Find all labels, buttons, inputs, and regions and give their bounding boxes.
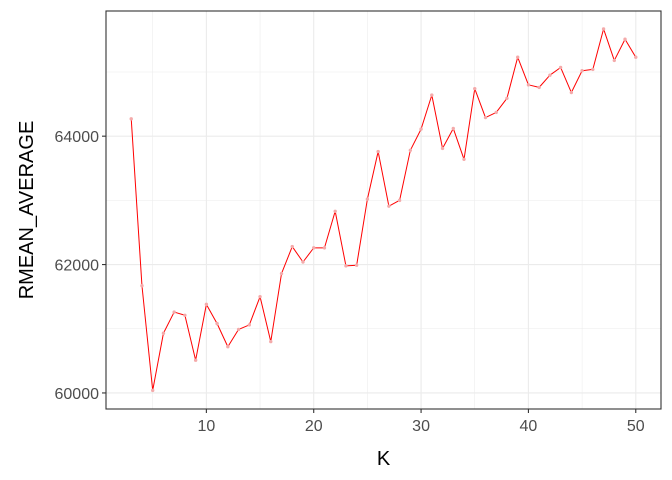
data-point xyxy=(215,321,219,326)
data-point xyxy=(365,197,370,201)
data-point xyxy=(440,146,445,151)
data-point xyxy=(258,294,262,299)
x-tick-label: 30 xyxy=(412,418,430,435)
data-point xyxy=(569,90,574,95)
x-tick-label: 20 xyxy=(305,418,323,435)
data-point xyxy=(312,246,316,250)
panel-border xyxy=(105,10,662,410)
data-point xyxy=(430,93,434,97)
axis-tick-labels: 10 20 30 40 50 60000 62000 64000 xyxy=(55,129,645,435)
data-point xyxy=(580,69,584,73)
data-point xyxy=(172,310,176,314)
data-point xyxy=(451,126,455,131)
data-point xyxy=(150,388,155,393)
data-point xyxy=(236,327,241,332)
data-point xyxy=(537,85,541,90)
data-point xyxy=(226,345,230,349)
data-point xyxy=(494,110,498,115)
data-point xyxy=(601,27,606,31)
y-tick-label: 62000 xyxy=(55,258,100,275)
x-tick-label: 40 xyxy=(520,418,538,435)
data-point xyxy=(623,37,627,41)
data-point xyxy=(548,73,552,77)
data-point xyxy=(612,58,617,63)
data-point xyxy=(397,198,402,203)
data-point xyxy=(129,117,133,121)
y-tick-label: 64000 xyxy=(55,129,100,146)
data-point xyxy=(376,149,380,154)
major-gridlines xyxy=(106,11,661,409)
data-point xyxy=(462,157,466,161)
x-tick-label: 10 xyxy=(197,418,215,435)
y-tick-label: 60000 xyxy=(55,386,100,403)
x-tick-label: 50 xyxy=(627,418,645,435)
data-point xyxy=(408,148,413,152)
data-point xyxy=(204,302,209,307)
data-point xyxy=(505,96,509,101)
data-point xyxy=(515,55,520,59)
data-point xyxy=(290,244,294,249)
axis-ticks xyxy=(102,135,637,413)
data-point xyxy=(634,55,638,59)
data-point xyxy=(473,86,477,91)
data-point xyxy=(247,323,252,327)
data-point xyxy=(526,83,531,87)
data-point xyxy=(354,263,359,267)
data-point xyxy=(193,358,198,362)
data-point xyxy=(183,313,187,317)
data-point xyxy=(387,204,391,208)
data-point xyxy=(591,67,595,72)
minor-gridlines xyxy=(106,11,661,409)
y-axis-title: RMEAN_AVERAGE xyxy=(16,121,38,300)
x-axis-title: K xyxy=(377,448,391,470)
data-point xyxy=(140,284,144,288)
data-point xyxy=(322,246,327,250)
data-point xyxy=(483,115,488,120)
data-point xyxy=(301,260,305,264)
series-line xyxy=(130,28,637,391)
data-point xyxy=(333,209,337,213)
data-point xyxy=(558,65,563,70)
data-point xyxy=(161,331,166,335)
series-layer xyxy=(129,27,638,393)
data-point xyxy=(269,339,273,344)
data-point xyxy=(279,271,284,276)
data-point xyxy=(344,264,348,268)
data-point xyxy=(419,127,423,131)
